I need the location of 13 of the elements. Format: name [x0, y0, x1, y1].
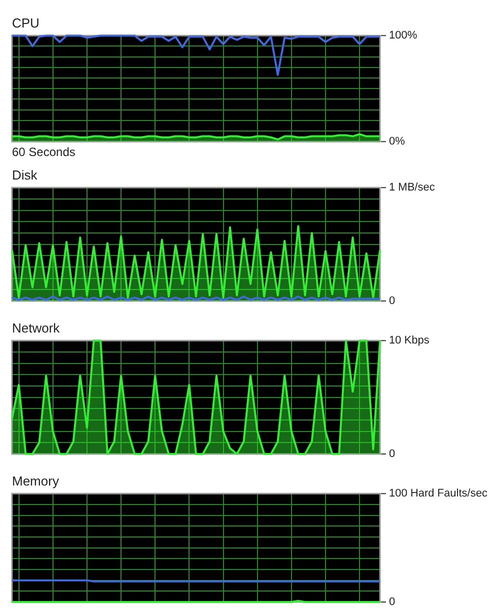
y-tick-label: 10 Kbps	[389, 334, 430, 347]
y-tick-label: 0	[389, 596, 396, 608]
chart-title: CPU	[12, 15, 40, 30]
chart-title: Disk	[12, 167, 38, 182]
chart-title: Network	[12, 320, 60, 336]
y-tick-label: 100 Hard Faults/sec	[389, 488, 488, 500]
y-tick-label: 0%	[389, 136, 406, 148]
y-tick-label: 0	[389, 295, 396, 308]
x-axis-title: 60 Seconds	[12, 145, 76, 160]
chart-title: Memory	[12, 473, 60, 488]
y-tick-label: 0	[389, 448, 396, 460]
y-tick-label: 100%	[389, 30, 418, 42]
y-tick-label: 1 MB/sec	[389, 182, 436, 194]
